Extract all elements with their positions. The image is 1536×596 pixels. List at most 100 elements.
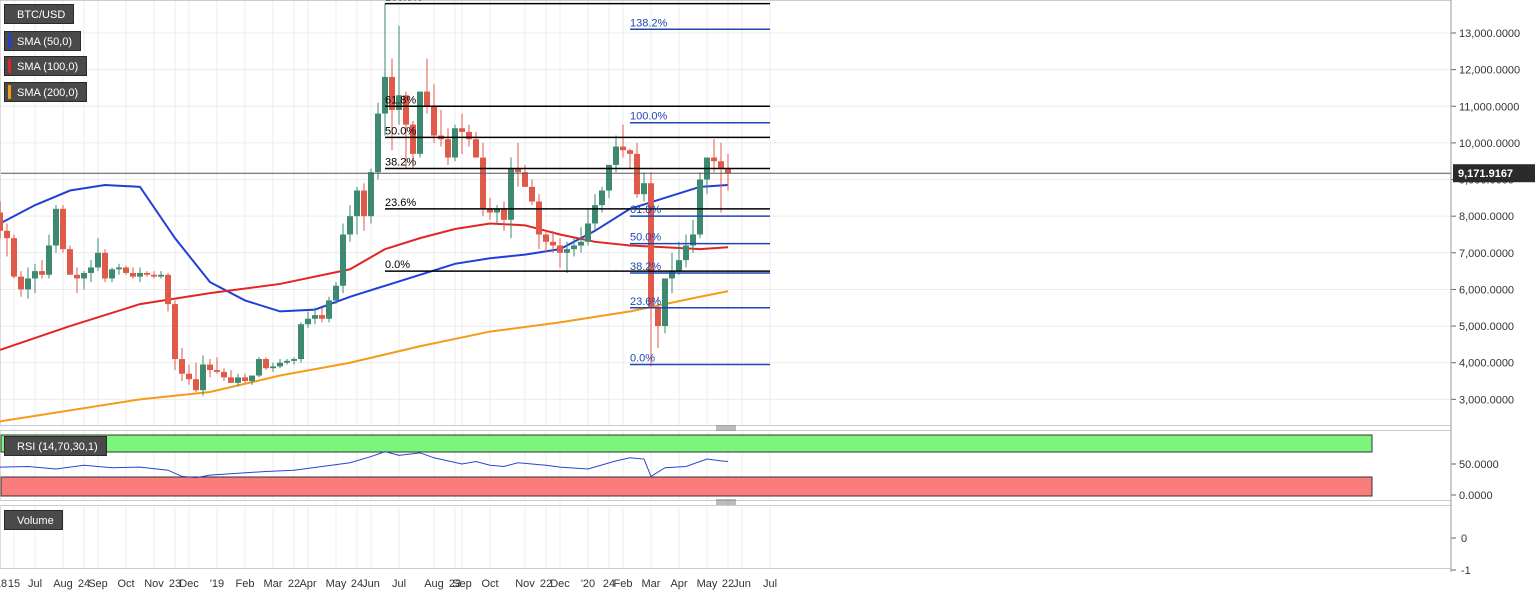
candle-body-54: [375, 113, 381, 173]
candle-body-56: [389, 76, 395, 110]
candle-body-8: [53, 208, 59, 246]
candle-body-28: [193, 379, 199, 391]
x-tick-label-26: '20: [581, 578, 595, 590]
candle-body-53: [368, 172, 374, 217]
sma50-line: [0, 184, 729, 313]
candle-body-94: [655, 307, 661, 327]
candle-body-74: [515, 168, 521, 173]
legend-pair[interactable]: BTC/USD: [4, 4, 75, 24]
fib2-label-3: 50.0%: [630, 232, 661, 244]
fib1-label-1: 61.8%: [385, 94, 416, 106]
candle-body-6: [39, 271, 45, 275]
candle-body-18: [123, 267, 129, 273]
candle-body-0: [0, 212, 3, 231]
candle-body-75: [522, 172, 528, 187]
sma100-line: [0, 222, 729, 351]
candle-body-50: [347, 216, 353, 235]
y-tick-label-8: 11,000.0000: [1459, 101, 1519, 113]
x-tick-label-25: Dec: [550, 578, 570, 590]
legend-sma50[interactable]: SMA (50,0): [4, 31, 82, 51]
candle-body-84: [585, 223, 591, 242]
candle-body-36: [249, 375, 255, 382]
candle-body-29: [200, 364, 206, 391]
candle-body-86: [599, 190, 605, 206]
candle-body-19: [130, 272, 136, 277]
rsi-overbought-band: [0, 434, 1373, 453]
legend-rsi[interactable]: RSI (14,70,30,1): [4, 436, 107, 456]
rsi-tick-label-0: 0.0000: [1459, 490, 1493, 502]
candle-body-23: [158, 274, 164, 277]
x-tick-label-13: 22: [288, 578, 300, 590]
candle-body-79: [550, 241, 556, 246]
fib2-label-1: 100.0%: [630, 111, 668, 123]
candle-body-88: [613, 146, 619, 165]
candle-body-38: [263, 359, 269, 369]
candle-body-68: [473, 139, 479, 158]
legend-volume[interactable]: Volume: [4, 510, 63, 530]
x-tick-label-32: 22: [722, 578, 734, 590]
candle-body-58: [403, 95, 409, 125]
legend-sma200-label: SMA (200,0): [17, 87, 79, 99]
candle-body-39: [270, 366, 276, 369]
fib1-label-5: 0.0%: [385, 259, 410, 271]
candle-body-4: [25, 278, 31, 290]
candle-body-27: [186, 373, 192, 380]
candle-body-20: [137, 272, 143, 277]
y-tick-label-0: 3,000.0000: [1459, 394, 1514, 406]
candle-body-66: [459, 128, 465, 132]
y-tick-label-2: 5,000.0000: [1459, 321, 1514, 333]
candle-body-78: [543, 234, 549, 242]
legend-sma50-label: SMA (50,0): [17, 36, 73, 48]
fib2-label-6: 0.0%: [630, 353, 655, 365]
candle-body-89: [620, 146, 626, 151]
candle-body-12: [81, 272, 87, 279]
candle-body-25: [172, 304, 178, 360]
candle-body-49: [340, 234, 346, 286]
panel-frame-0: [0, 0, 1452, 426]
candle-body-40: [277, 362, 283, 367]
candle-body-48: [333, 285, 339, 301]
x-tick-label-10: '19: [210, 578, 224, 590]
fib2-label-5: 23.6%: [630, 296, 661, 308]
candle-body-30: [207, 364, 213, 371]
vol-tick-label-1: 0: [1461, 533, 1467, 545]
x-tick-label-33: Jun: [733, 578, 751, 590]
candle-body-85: [592, 205, 598, 224]
x-tick-label-4: 24: [78, 578, 90, 590]
x-tick-label-27: 24: [603, 578, 615, 590]
vol-tick-label-0: -1: [1461, 565, 1471, 577]
legend-sma100[interactable]: SMA (100,0): [4, 56, 88, 76]
candle-body-82: [571, 245, 577, 250]
candle-body-96: [669, 271, 675, 279]
y-tick-label-1: 4,000.0000: [1459, 358, 1514, 370]
candle-body-44: [305, 318, 311, 325]
candle-body-64: [445, 139, 451, 158]
y-tick-label-9: 12,000.0000: [1459, 65, 1520, 77]
sma100-swatch: [8, 59, 11, 73]
candle-body-73: [508, 168, 514, 220]
candle-body-46: [319, 315, 325, 319]
legend-sma200[interactable]: SMA (200,0): [4, 82, 88, 102]
candle-body-51: [354, 190, 360, 217]
candle-body-92: [641, 183, 647, 195]
candle-body-15: [102, 252, 108, 279]
last-price-label: 9,171.9167: [1458, 168, 1513, 180]
candle-body-72: [501, 208, 507, 220]
candle-body-57: [396, 95, 402, 110]
x-tick-label-28: Feb: [614, 578, 633, 590]
x-tick-label-11: Feb: [236, 578, 255, 590]
y-tick-label-3: 6,000.0000: [1459, 284, 1514, 296]
candle-body-102: [711, 157, 717, 162]
candle-body-10: [67, 249, 73, 275]
x-tick-label-20: 23: [449, 578, 461, 590]
candle-body-52: [361, 190, 367, 217]
fib1-label-4: 23.6%: [385, 197, 416, 209]
candle-body-42: [291, 359, 297, 361]
candle-body-24: [165, 274, 171, 305]
candle-body-61: [424, 91, 430, 107]
x-tick-label-18: Jul: [392, 578, 406, 590]
legend-sma100-label: SMA (100,0): [17, 61, 79, 73]
candle-body-67: [466, 131, 472, 140]
y-tick-label-10: 13,000.0000: [1459, 28, 1520, 40]
